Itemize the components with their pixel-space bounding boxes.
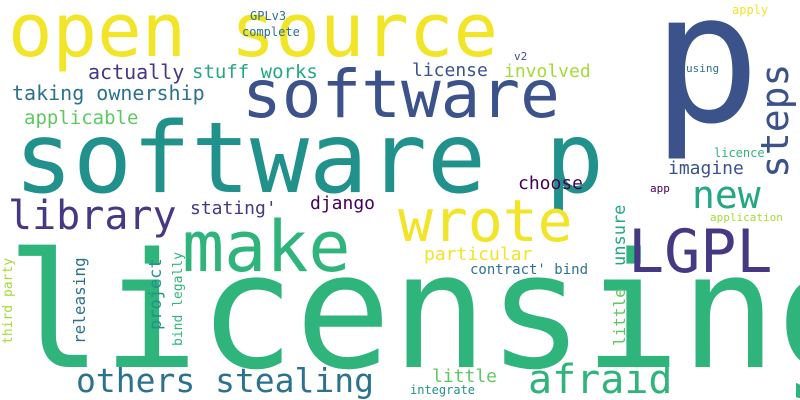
word-unsure: unsure (610, 204, 630, 266)
word-apply: apply (732, 3, 769, 17)
word-bind-legally: bind legally (171, 252, 186, 346)
word-imagine: imagine (668, 158, 744, 179)
word-using: using (686, 62, 720, 75)
word-open-source: open source (8, 0, 499, 74)
word-little-horizontal: little (432, 366, 498, 387)
word-contract-bind: contract' bind (470, 262, 589, 278)
word-v2: v2 (514, 50, 528, 63)
word-wrote: wrote (398, 187, 573, 255)
word-application: application (710, 211, 783, 224)
word-others-stealing: others stealing (76, 361, 375, 400)
word-make: make (182, 206, 351, 288)
word-django: django (310, 193, 376, 214)
word-new: new (692, 173, 761, 217)
word-afraid: afraid (528, 357, 673, 400)
word-stuff-works: stuff works (192, 61, 318, 83)
word-complete: complete (242, 25, 300, 39)
word-lgpl: LGPL (628, 217, 773, 287)
word-steps: steps (753, 63, 797, 178)
word-software-p: software p (14, 102, 605, 216)
word-licensing: licensing (6, 218, 800, 400)
word-stating: stating' (190, 198, 277, 219)
word-choose: choose (518, 173, 584, 194)
word-library: library (8, 193, 177, 239)
word-particular: particular (424, 244, 533, 265)
word-licence: licence (714, 146, 765, 160)
word-releasing: releasing (70, 257, 89, 344)
word-license: license (412, 60, 488, 81)
word-third-party: third party (1, 257, 16, 344)
word-little-vertical: little (610, 288, 629, 346)
word-taking-ownership: taking ownership (12, 81, 205, 105)
word-integrate: integrate (410, 383, 476, 397)
word-project: project (146, 258, 166, 330)
word-software: software (242, 56, 560, 133)
word-actually: actually (88, 60, 185, 84)
word-involved: involved (504, 61, 591, 82)
word-p-large: p (652, 0, 761, 164)
word-app: app (650, 182, 670, 195)
word-applicable: applicable (24, 107, 139, 129)
word-gplv3: GPLv3 (250, 9, 287, 23)
